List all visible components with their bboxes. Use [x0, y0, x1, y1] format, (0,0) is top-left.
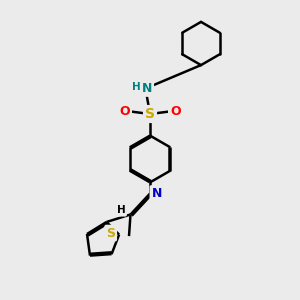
Text: H: H — [131, 82, 140, 92]
Text: S: S — [106, 226, 115, 240]
Text: S: S — [145, 107, 155, 121]
Text: O: O — [119, 105, 130, 118]
Text: O: O — [170, 105, 181, 118]
Text: N: N — [142, 82, 152, 95]
Text: H: H — [116, 205, 125, 215]
Text: N: N — [152, 187, 162, 200]
